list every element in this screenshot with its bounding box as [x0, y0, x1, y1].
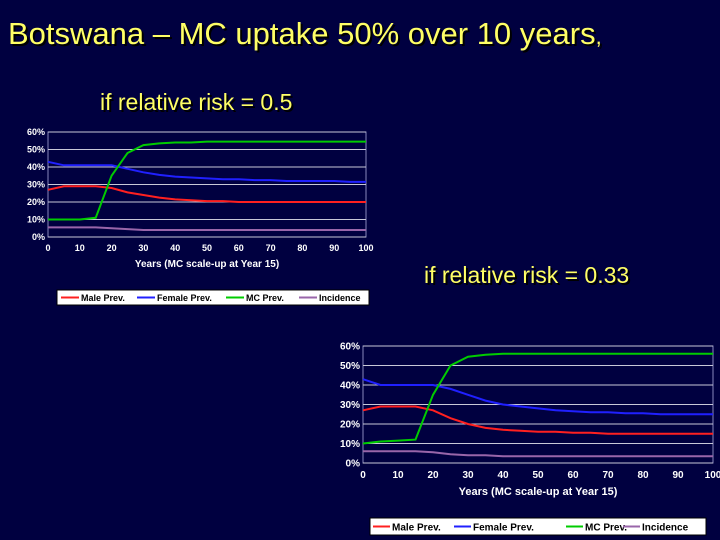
chart-2-legend-label: Female Prev. — [473, 522, 534, 533]
chart-2-y-tick-label: 40% — [340, 381, 360, 392]
chart-2-x-tick-label: 70 — [602, 470, 614, 481]
chart-1-x-tick-label: 30 — [138, 243, 148, 253]
chart-1-legend — [56, 289, 370, 306]
chart-1-y-tick-label: 10% — [27, 215, 45, 225]
chart-2-y-tick-label: 50% — [340, 361, 360, 372]
chart-2-x-tick-label: 40 — [497, 470, 509, 481]
chart-2: 0% 10% 20% 30% 40% 50% 60% 0 10 20 30 40 50 60 70 80 90 1… — [340, 342, 720, 536]
chart-2-series-line-mc-prev — [362, 352, 713, 445]
chart-2-series-line-incidence — [363, 450, 713, 458]
chart-1-y-tick-label: 40% — [27, 162, 45, 172]
chart-2-x-tick-label: 90 — [672, 470, 684, 481]
chart-2-subtitle: if relative risk = 0.33 — [424, 262, 630, 288]
chart-2-x-axis-label: Years (MC scale-up at Year 15) — [459, 486, 618, 498]
chart-1-legend-label: MC Prev. — [246, 293, 284, 303]
chart-1-y-tick-label: 60% — [27, 127, 45, 137]
chart-1-x-axis-label: Years (MC scale-up at Year 15) — [135, 259, 279, 270]
chart-2-y-tick-label: 20% — [340, 420, 360, 431]
chart-2-series-line-male-prev — [362, 405, 713, 435]
chart-1-series-line-female-prev — [47, 160, 366, 183]
chart-2-series-line-female-prev — [362, 378, 713, 416]
chart-2-x-tick-label: 20 — [427, 470, 439, 481]
chart-2-y-tick-label: 0% — [346, 459, 361, 470]
chart-2-y-tick-label: 10% — [340, 439, 360, 450]
chart-2-y-tick-label: 30% — [340, 400, 360, 411]
chart-2-x-tick-label: 30 — [462, 470, 474, 481]
chart-1-legend-label: Male Prev. — [81, 293, 125, 303]
chart-1-x-tick-label: 50 — [202, 243, 212, 253]
chart-2-x-tick-label: 10 — [392, 470, 404, 481]
slide-title-suffix: , — [595, 24, 602, 49]
chart-2-legend — [369, 517, 707, 536]
chart-1-x-tick-label: 40 — [170, 243, 180, 253]
chart-1-y-tick-label: 30% — [27, 180, 45, 190]
chart-1-x-tick-label: 90 — [329, 243, 339, 253]
chart-1-y-tick-label: 50% — [27, 145, 45, 155]
slide-title-text: Botswana – MC uptake 50% over 10 years — [8, 16, 596, 51]
chart-2-x-tick-label: 80 — [637, 470, 649, 481]
chart-1-series-line-incidence — [48, 226, 366, 231]
chart-1-y-tick-label: 0% — [32, 232, 45, 242]
chart-1-x-tick-label: 60 — [234, 243, 244, 253]
chart-1-x-tick-label: 10 — [75, 243, 85, 253]
chart-2-legend-label: MC Prev. — [585, 522, 627, 533]
chart-1-series-line-male-prev — [47, 185, 366, 203]
chart-2-x-tick-label: 50 — [532, 470, 544, 481]
chart-1-y-tick-label: 20% — [27, 197, 45, 207]
chart-1-x-tick-label: 0 — [45, 243, 50, 253]
chart-1: 0% 10% 20% 30% 40% 50% 60% 0 10 20 30 40 50 60 70 80 90 1… — [27, 127, 374, 306]
chart-1-series-line-mc-prev — [48, 140, 366, 221]
chart-1-x-tick-label: 100 — [358, 243, 373, 253]
chart-2-y-tick-label: 60% — [340, 342, 360, 353]
chart-1-x-tick-label: 80 — [297, 243, 307, 253]
chart-1-x-tick-label: 20 — [107, 243, 117, 253]
chart-2-legend-label: Incidence — [642, 522, 689, 533]
chart-1-legend-label: Female Prev. — [157, 293, 212, 303]
slide-title: Botswana – MC uptake 50% over 10 years, — [8, 16, 602, 52]
chart-2-x-tick-label: 0 — [360, 470, 366, 481]
chart-2-legend-label: Male Prev. — [392, 522, 441, 533]
chart-1-legend-label: Incidence — [319, 293, 361, 303]
chart-1-subtitle: if relative risk = 0.5 — [100, 89, 293, 115]
chart-1-x-tick-label: 70 — [266, 243, 276, 253]
chart-2-x-tick-label: 60 — [567, 470, 579, 481]
chart-2-x-tick-label: 100 — [705, 470, 720, 481]
